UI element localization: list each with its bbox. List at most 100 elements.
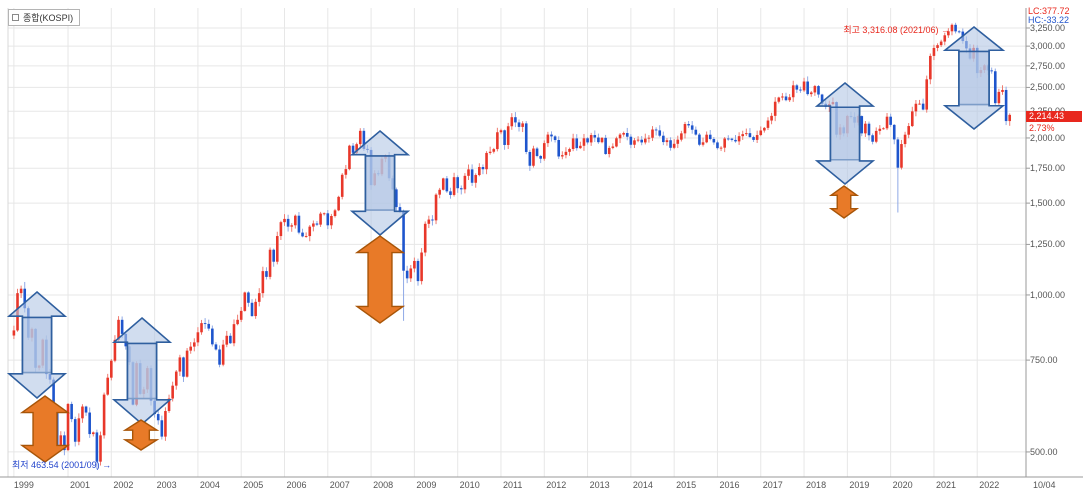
series-legend[interactable]: 종합(KOSPI): [8, 9, 81, 26]
candle: [1004, 86, 1008, 126]
gridlines: [8, 8, 1026, 477]
candle: [712, 137, 716, 145]
candle: [463, 173, 467, 194]
candle: [892, 124, 896, 145]
candle: [874, 127, 878, 144]
candle: [557, 136, 561, 160]
candle: [784, 92, 788, 102]
candle: [218, 345, 221, 368]
range-double-arrow-blue[interactable]: [111, 316, 173, 426]
candle: [257, 288, 261, 307]
candle: [658, 125, 662, 138]
candle: [925, 75, 929, 113]
x-axis-label: 2005: [243, 480, 264, 490]
range-double-arrow-blue[interactable]: [349, 129, 411, 237]
candle: [517, 119, 521, 132]
candle: [939, 39, 943, 48]
candle: [914, 99, 918, 117]
candle: [665, 138, 669, 146]
candle: [99, 431, 102, 466]
candlestick-layer: [12, 22, 1012, 470]
candle: [524, 121, 528, 155]
y-axis-label: 1,750.00: [1030, 163, 1066, 174]
candle: [467, 164, 470, 181]
x-axis-label: 2004: [199, 480, 220, 490]
candle: [694, 126, 698, 136]
range-double-arrow-blue[interactable]: [6, 290, 68, 400]
x-axis-label: 2015: [676, 480, 697, 490]
legend-marker-icon: [12, 14, 19, 21]
y-axis-label: 2,500.00: [1030, 82, 1066, 93]
candle: [907, 123, 910, 139]
range-double-arrow-blue[interactable]: [942, 25, 1006, 131]
candle: [752, 135, 755, 142]
candle: [193, 338, 196, 352]
range-double-arrow-orange[interactable]: [122, 419, 160, 451]
candle: [809, 91, 813, 97]
candle: [239, 306, 243, 323]
candle: [579, 141, 582, 149]
candle: [611, 143, 615, 150]
candle: [546, 131, 550, 147]
x-axis-label: 2021: [935, 480, 956, 490]
annotation-arrow-layer: [6, 25, 1006, 463]
candle: [936, 43, 939, 52]
candle: [106, 373, 110, 396]
candle: [19, 285, 23, 298]
candle: [91, 431, 95, 437]
candle: [283, 214, 286, 226]
candle: [268, 247, 272, 280]
candle: [499, 128, 503, 135]
candle: [449, 187, 452, 199]
x-axis-label: 2019: [849, 480, 870, 490]
x-axis-label: 1999: [13, 480, 34, 490]
candle: [189, 342, 192, 354]
candle: [896, 137, 900, 213]
candle: [330, 213, 333, 230]
candle: [261, 266, 265, 298]
candle: [348, 144, 351, 171]
candle: [741, 130, 745, 140]
range-double-arrow-orange[interactable]: [828, 185, 860, 219]
candle: [593, 130, 597, 143]
candle: [878, 125, 882, 135]
all-time-low-annotation: 최저 463.54 (2001/09) →: [12, 460, 112, 470]
candle: [178, 354, 182, 376]
x-axis-label: 2007: [329, 480, 350, 490]
candle: [478, 163, 481, 177]
candle: [474, 173, 478, 188]
candle: [561, 151, 564, 160]
candle: [470, 164, 474, 186]
candle: [597, 133, 600, 144]
candle: [225, 330, 229, 348]
candle: [644, 133, 647, 145]
range-double-arrow-orange[interactable]: [354, 235, 406, 324]
candle: [788, 94, 791, 102]
candle: [777, 96, 781, 104]
candle: [582, 133, 586, 151]
axes: [0, 8, 1083, 478]
candle: [279, 220, 283, 241]
candle: [405, 265, 409, 284]
candle: [900, 139, 903, 170]
candle: [690, 121, 694, 134]
candle: [174, 370, 178, 390]
range-double-arrow-blue[interactable]: [814, 81, 876, 186]
y-axis-label: 1,250.00: [1030, 239, 1066, 250]
x-axis-label: 2003: [156, 480, 177, 490]
candle: [889, 113, 892, 127]
range-double-arrow-orange[interactable]: [19, 395, 71, 463]
last-change-percent: 2.73%: [1029, 123, 1055, 133]
candle: [589, 132, 593, 146]
candle: [871, 133, 874, 145]
candle: [864, 121, 867, 137]
candle: [297, 212, 301, 235]
candle: [708, 130, 712, 141]
candle: [333, 208, 337, 218]
candle: [607, 145, 611, 158]
candle: [12, 325, 16, 340]
y-axis-label: 2,750.00: [1030, 60, 1066, 71]
candle: [781, 93, 784, 101]
highest-close-change-label: HC:-33.22: [1028, 15, 1070, 25]
